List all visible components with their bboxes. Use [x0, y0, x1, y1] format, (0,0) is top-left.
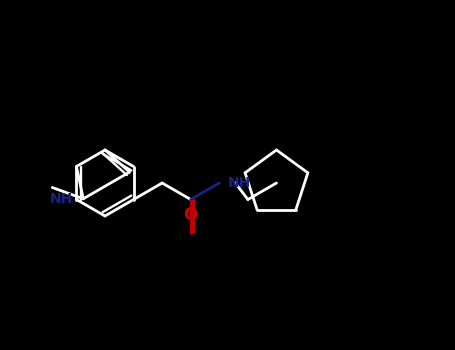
Text: NH: NH	[228, 176, 251, 190]
Text: O: O	[184, 206, 198, 224]
Text: NH: NH	[50, 192, 73, 206]
